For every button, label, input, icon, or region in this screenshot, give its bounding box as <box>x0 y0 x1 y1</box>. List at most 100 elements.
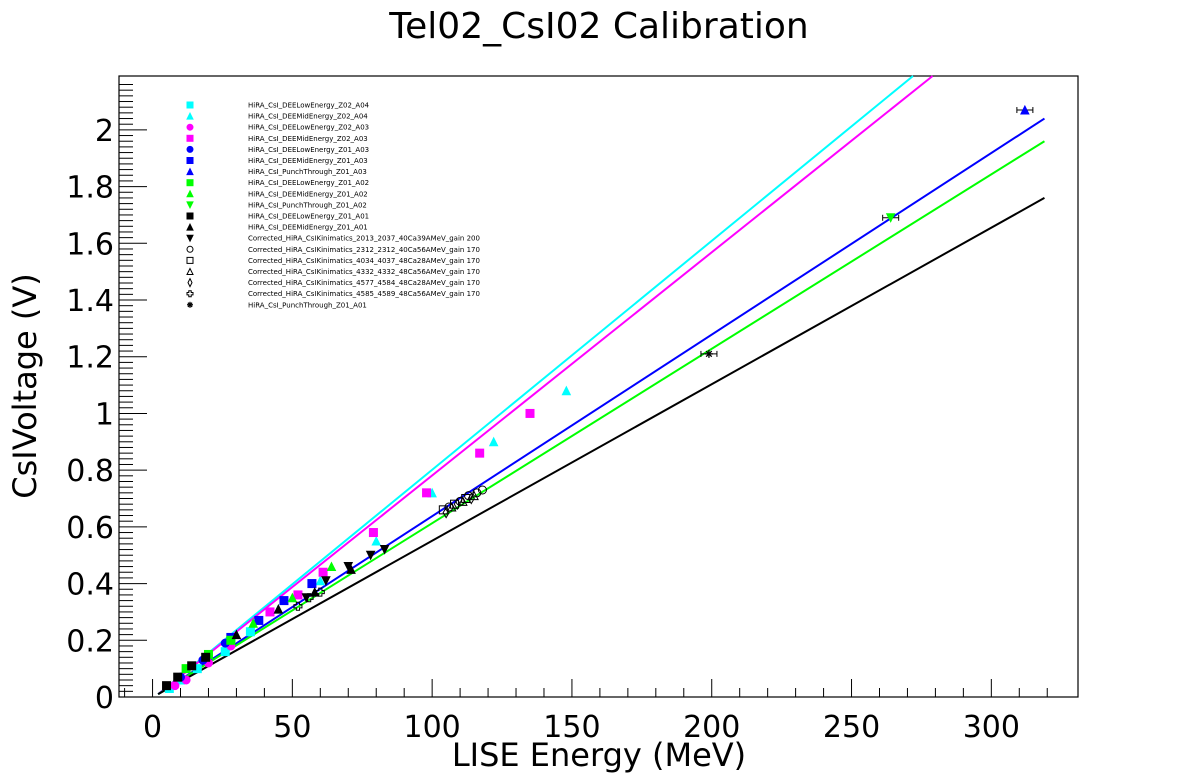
marker-circle <box>170 681 180 691</box>
marker-triangle-up <box>326 561 337 572</box>
marker-square <box>220 647 230 657</box>
marker-star <box>187 301 193 308</box>
marker-triangle-up <box>561 385 572 396</box>
marker-circle <box>186 145 194 153</box>
y-axis-label: CsIVoltage (V) <box>6 273 44 499</box>
marker-triangle-up <box>309 586 320 597</box>
marker-triangle-down <box>301 593 312 603</box>
y-tick-label: 1 <box>95 397 114 432</box>
marker-triangle-down <box>885 213 896 223</box>
legend-entry-label: HiRA_CsI_PunchThrough_Z01_A01 <box>248 301 367 309</box>
marker-square <box>318 567 328 577</box>
legend-entry-label: Corrected_HiRA_CsIKinimatics_4577_4584_4… <box>248 279 480 287</box>
marker-triangle-up <box>186 189 194 198</box>
marker-square <box>368 528 378 538</box>
legend-entry-label: Corrected_HiRA_CsIKinimatics_4332_4332_4… <box>248 268 480 276</box>
marker-star-stroke <box>705 350 713 358</box>
marker-triangle-down <box>343 562 354 572</box>
marker-open-diamond <box>467 492 475 505</box>
y-tick-label: 0 <box>95 681 114 716</box>
fit-line <box>157 140 1045 696</box>
marker-open-triangle <box>186 267 194 275</box>
marker-triangle-up <box>287 592 298 603</box>
y-tick-label: 0.6 <box>66 511 114 546</box>
x-tick-label: 200 <box>683 710 740 745</box>
marker-open-cross <box>293 601 303 611</box>
marker-square <box>186 101 194 109</box>
marker-star <box>704 349 713 358</box>
marker-open-triangle <box>446 501 457 512</box>
legend-entry-label: HiRA_CsI_DEELowEnergy_Z02_A03 <box>248 124 369 132</box>
marker-triangle-up <box>231 629 242 640</box>
legend-entry-label: Corrected_HiRA_CsIKinimatics_4585_4589_4… <box>248 290 480 298</box>
y-tick-label: 0.2 <box>66 624 114 659</box>
marker-triangle-up <box>371 535 382 546</box>
legend-entry-label: HiRA_CsI_DEEMidEnergy_Z01_A02 <box>248 190 368 198</box>
marker-triangle-down <box>321 576 331 586</box>
marker-circle <box>186 123 194 131</box>
marker-square <box>422 488 432 498</box>
marker-triangle-up <box>315 575 326 586</box>
axis-tick-labels: 0 50 100 150 200 250 300 0 0.2 0.4 0.6 0.8 1 1.2 1.4 1.… <box>66 114 1020 745</box>
marker-square <box>226 635 236 645</box>
x-tick-label: 50 <box>273 710 311 745</box>
fit-line <box>157 75 914 695</box>
marker-open-triangle <box>458 496 468 506</box>
marker-square <box>173 672 183 682</box>
x-tick-label: 300 <box>963 710 1020 745</box>
marker-open-diamond <box>187 277 193 288</box>
fit-line <box>157 75 934 695</box>
marker-square <box>265 607 275 617</box>
axis-ticks <box>119 84 1048 698</box>
marker-triangle-up <box>186 167 194 176</box>
marker-square <box>186 157 194 164</box>
marker-open-square <box>186 256 194 264</box>
legend-entry-label: HiRA_CsI_DEEMidEnergy_Z02_A04 <box>248 113 368 121</box>
y-tick-label: 2 <box>95 114 114 149</box>
marker-triangle-down <box>365 550 376 561</box>
marker-triangle-down <box>379 545 390 555</box>
marker-triangle-up <box>186 111 194 120</box>
legend-entry-label: HiRA_CsI_DEEMidEnergy_Z01_A01 <box>248 224 368 232</box>
y-tick-label: 1.6 <box>66 227 114 262</box>
marker-square <box>475 448 485 458</box>
data-points <box>162 104 1034 693</box>
marker-square <box>187 661 197 671</box>
marker-square <box>525 408 535 418</box>
marker-open-circle <box>186 245 194 253</box>
marker-square <box>162 681 172 691</box>
marker-square <box>186 179 194 187</box>
marker-open-cross <box>186 290 194 298</box>
marker-open-cross <box>315 587 325 597</box>
legend-entry-label: Corrected_HiRA_CsIKinimatics_2013_2037_4… <box>248 235 480 243</box>
marker-star-stroke <box>187 302 193 308</box>
legend-entry-label: HiRA_CsI_DEEMidEnergy_Z02_A03 <box>248 135 368 143</box>
x-tick-label: 0 <box>143 710 162 745</box>
marker-triangle-up <box>488 436 499 447</box>
legend-entry-label: HiRA_CsI_DEELowEnergy_Z01_A03 <box>248 146 369 154</box>
marker-square <box>307 579 317 589</box>
marker-open-circle <box>477 485 487 495</box>
marker-triangle-down <box>186 234 194 243</box>
legend-entry-label: HiRA_CsI_DEELowEnergy_Z01_A02 <box>248 179 369 187</box>
legend-entry-label: HiRA_CsI_PunchThrough_Z01_A03 <box>248 168 367 176</box>
marker-open-diamond <box>442 506 450 519</box>
marker-square <box>186 134 194 142</box>
plot-frame <box>118 75 1079 698</box>
x-tick-label: 250 <box>823 710 880 745</box>
y-tick-label: 0.4 <box>66 568 114 603</box>
y-tick-label: 1.4 <box>66 284 114 319</box>
y-tick-label: 1.2 <box>66 341 114 376</box>
legend-entry-label: HiRA_CsI_DEELowEnergy_Z01_A01 <box>248 213 369 221</box>
marker-triangle-up <box>186 222 194 231</box>
marker-triangle-up <box>248 618 259 628</box>
marker-square <box>201 652 211 662</box>
legend: HiRA_CsI_DEELowEnergy_Z02_A04 HiRA_CsI_DE… <box>186 101 480 309</box>
y-tick-label: 1.8 <box>66 171 114 206</box>
marker-square <box>245 627 255 637</box>
x-tick-label: 100 <box>404 710 461 745</box>
marker-square <box>279 596 289 606</box>
marker-triangle-up <box>273 603 284 614</box>
chart-title: Tel02_CsI02 Calibration <box>388 6 808 47</box>
